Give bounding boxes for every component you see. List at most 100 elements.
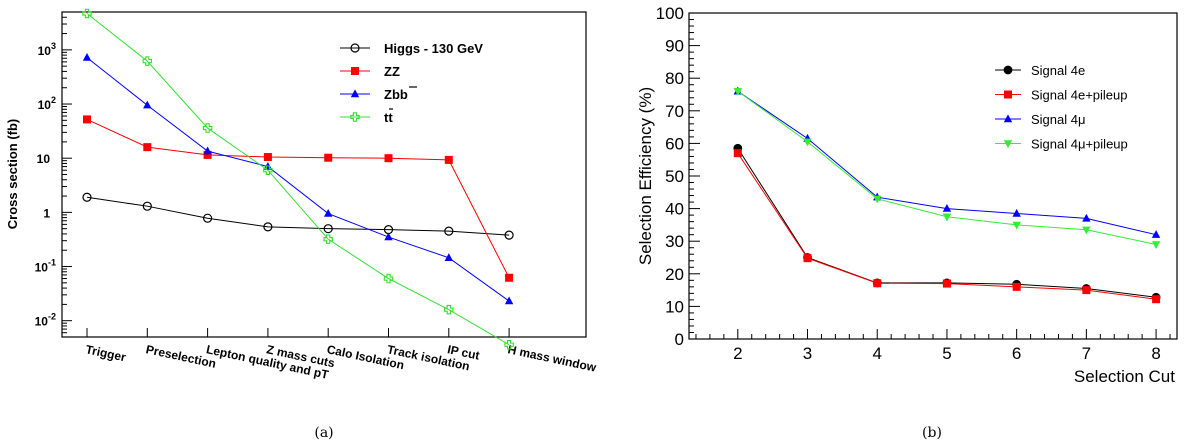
x-tick-label: 5	[942, 344, 951, 363]
panel-b-label: (b)	[922, 425, 942, 441]
data-point	[1012, 221, 1021, 230]
y-tick-exponent: 2	[51, 95, 56, 105]
series-line-0	[737, 148, 1157, 298]
panel-b-legend: Signal 4e Signal 4e+pileup Signal 4μ Signal…	[995, 63, 1128, 152]
x-tick-label: 6	[1012, 344, 1021, 363]
data-point	[733, 149, 742, 158]
panel-a-label: (a)	[314, 425, 333, 441]
y-tick-label: 10-1	[35, 258, 56, 275]
panel-a-legend: Higgs - 130 GeV ZZ Zbb tt	[340, 41, 483, 125]
data-point	[1151, 241, 1161, 250]
data-point	[505, 273, 514, 282]
y-tick-label: 1	[43, 206, 50, 220]
y-tick-label: 0	[675, 330, 684, 349]
x-category-label: H mass window	[506, 342, 598, 375]
series-line-3	[737, 90, 1157, 245]
legend-marker	[1004, 90, 1012, 99]
data-point	[1012, 208, 1021, 217]
y-tick-base: 10	[38, 44, 52, 58]
y-tick-base: 1	[43, 206, 50, 220]
y-tick-base: 10	[37, 152, 51, 166]
panel-a-ylabel: Cross section (fb)	[5, 119, 20, 230]
data-point	[203, 213, 213, 223]
panel-b: Selection Efficiency (%) Selection Cut 0…	[636, 4, 1178, 441]
y-tick-label: 102	[38, 95, 56, 112]
data-point	[504, 339, 514, 350]
panel-b-series	[733, 86, 1161, 304]
data-point	[143, 143, 152, 152]
data-point	[142, 201, 152, 211]
legend-label: tt	[384, 110, 393, 125]
data-point	[202, 123, 213, 133]
y-tick-label: 80	[665, 69, 684, 88]
legend-label: Signal 4μ+pileup	[1031, 137, 1128, 152]
y-tick-base: 10	[38, 98, 52, 112]
y-tick-exponent: 3	[51, 41, 56, 51]
y-tick-label: 100	[656, 4, 684, 23]
x-category-label: Trigger	[84, 342, 127, 364]
data-point	[384, 154, 393, 163]
data-point	[1012, 282, 1021, 291]
y-tick-exponent: -1	[48, 258, 56, 268]
data-point	[384, 232, 393, 241]
y-tick-label: 10	[37, 152, 51, 166]
legend-marker	[351, 67, 359, 75]
series-line-0	[86, 196, 510, 236]
series-line-1	[86, 118, 510, 279]
data-point	[203, 150, 212, 159]
legend-label: Higgs - 130 GeV	[384, 41, 483, 56]
data-point	[82, 192, 92, 202]
data-point	[733, 88, 742, 96]
data-point	[444, 304, 454, 315]
data-point	[444, 253, 453, 261]
data-point	[1082, 286, 1091, 295]
panel-b-yaxis: 0 10 20 30 40 50 60 70 80 90 100	[656, 4, 700, 349]
y-tick-label: 50	[665, 167, 684, 186]
data-point	[1151, 230, 1161, 238]
series-line-2	[86, 57, 510, 302]
y-tick-base: 10	[35, 261, 49, 275]
x-tick-label: 7	[1082, 344, 1091, 363]
panel-b-frame	[688, 12, 1178, 340]
y-tick-label: 70	[665, 102, 684, 121]
data-point	[82, 8, 92, 19]
data-point	[803, 254, 812, 263]
y-tick-label: 40	[665, 200, 684, 219]
data-point	[873, 195, 882, 204]
data-point	[873, 279, 882, 288]
data-point	[324, 153, 333, 162]
x-tick-label: 3	[803, 344, 812, 363]
data-point	[444, 226, 454, 236]
panel-b-xaxis: 2 3 4 5 6 7 8	[695, 329, 1171, 363]
series-line-3	[86, 13, 510, 346]
series-line-1	[737, 152, 1157, 300]
panel-b-ylabel: Selection Efficiency (%)	[636, 87, 655, 265]
legend-marker	[350, 112, 360, 122]
data-point	[1082, 226, 1091, 235]
data-point	[942, 279, 951, 288]
x-tick-label: 4	[872, 344, 881, 363]
y-tick-label: 103	[38, 41, 56, 58]
y-tick-exponent: -2	[48, 312, 56, 322]
data-point	[263, 222, 273, 232]
y-tick-label: 90	[665, 37, 684, 56]
x-category-label: IP cut	[446, 342, 481, 362]
data-point	[504, 230, 514, 240]
legend-label: Zbb	[384, 87, 408, 102]
data-point	[83, 115, 91, 124]
y-tick-label: 60	[665, 134, 684, 153]
legend-marker	[350, 89, 360, 98]
data-point	[143, 100, 152, 109]
legend-label: Signal 4e	[1031, 63, 1085, 78]
y-tick-label: 20	[665, 265, 684, 284]
y-tick-label: 10	[665, 297, 684, 316]
legend-marker	[1003, 65, 1013, 75]
data-point	[323, 234, 333, 244]
legend-label: Signal 4e+pileup	[1031, 88, 1128, 103]
panel-b-xlabel: Selection Cut	[1074, 367, 1175, 386]
data-point	[323, 224, 333, 234]
